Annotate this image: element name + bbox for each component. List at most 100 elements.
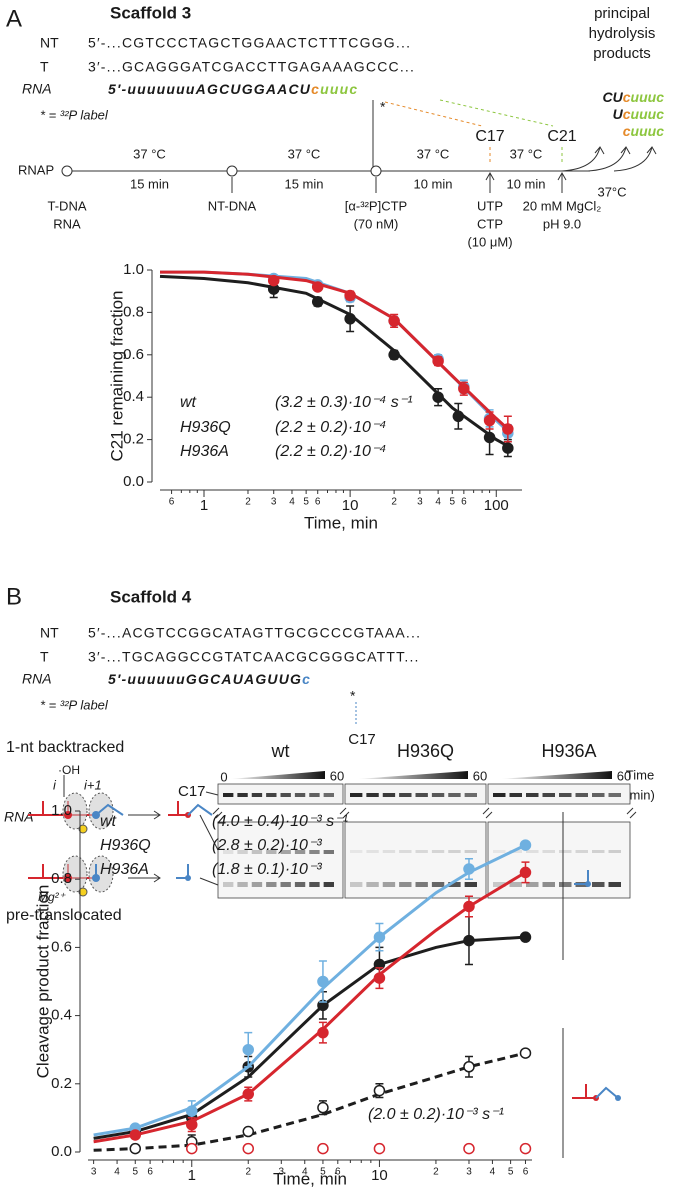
wedge-end: 60: [330, 768, 344, 783]
gel-band: [382, 850, 396, 853]
strand-label: NT: [40, 35, 59, 51]
addition: (70 nM): [354, 216, 399, 231]
break-mark: [212, 807, 223, 819]
gel-band: [251, 850, 263, 854]
legend-rate: (1.8 ± 0.1)·10⁻³: [212, 861, 322, 878]
data-point: [242, 1043, 255, 1056]
gel-band: [309, 793, 320, 797]
gel-band: [431, 793, 445, 797]
gel-band: [251, 882, 263, 887]
gel-band: [559, 850, 572, 853]
gel-band: [266, 882, 277, 887]
product-part: U: [613, 106, 624, 122]
addition: T-DNA: [48, 198, 87, 213]
product-part: uuuc: [631, 106, 665, 122]
y-tick-label: 0.6: [123, 346, 144, 363]
data-point: [519, 866, 532, 879]
gel-band: [280, 793, 291, 797]
gel-band: [251, 793, 263, 797]
data-point: [186, 1105, 198, 1117]
oh-label: ·OH: [58, 763, 80, 777]
legend-name: wt: [180, 394, 197, 411]
gel-band: [464, 793, 477, 797]
product-part: uuuc: [631, 123, 665, 139]
gel-band: [464, 882, 477, 887]
gel-band: [542, 882, 555, 887]
addition: UTP: [477, 198, 503, 213]
gel-band: [493, 793, 506, 797]
break-mark: [482, 807, 493, 819]
addition: CTP: [477, 216, 503, 231]
rna-sequence: 5′-uuuuuuGGCAUAGUUGc: [108, 671, 311, 687]
scheme-label: 1-nt backtracked: [6, 739, 124, 756]
gel-band: [448, 793, 461, 797]
product-icon: [615, 1095, 621, 1101]
data-point: [311, 281, 324, 293]
gel-band: [464, 850, 477, 853]
sequence: 3′-...GCAGGGATCGACCTTGAGAAAGCCC...: [88, 59, 415, 75]
gel-band: [542, 793, 555, 797]
x-tick-label: 10: [371, 1167, 388, 1184]
legend-rate: (2.2 ± 0.2)·10⁻⁴: [275, 443, 386, 460]
data-point: [311, 296, 324, 308]
data-point: [129, 1142, 142, 1155]
step-temp: 37 °C: [288, 146, 321, 161]
lane-label: H936A: [541, 741, 596, 761]
gel-band: [382, 793, 396, 797]
scaffold-title: Scaffold 4: [110, 587, 192, 606]
gel-band: [542, 850, 555, 853]
rna-part: 5′-uuuuuuuAGCUGGAACU: [108, 81, 311, 97]
lane-label: wt: [271, 741, 290, 761]
addition: (10 μM): [467, 234, 512, 249]
gel-band: [448, 850, 461, 853]
data-point: [317, 1142, 329, 1155]
step-time: 10 min: [506, 176, 545, 191]
strand-label: RNA: [22, 671, 52, 687]
gel-band: [382, 882, 396, 887]
gel-band: [448, 882, 461, 887]
gel-band: [280, 850, 291, 854]
data-point: [458, 382, 470, 395]
timeline-node: [226, 165, 238, 177]
data-point: [317, 1101, 329, 1114]
strand-label: NT: [40, 625, 59, 641]
data-point: [483, 431, 496, 444]
gel-band: [526, 882, 539, 887]
wedge: [357, 771, 468, 779]
product-part: c: [623, 89, 631, 105]
gel-band: [223, 793, 234, 797]
gel-band: [366, 882, 379, 887]
panel-label: A: [6, 5, 22, 32]
fit-curve: [93, 1051, 526, 1152]
legend-rate: (2.0 ± 0.2)·10⁻³ s⁻¹: [368, 1106, 504, 1123]
x-tick-label: 6: [523, 1167, 529, 1178]
gel-band: [309, 882, 320, 887]
gel-band: [608, 793, 621, 797]
x-tick-label: 6: [169, 497, 175, 508]
c17-label: C17: [348, 731, 376, 748]
timeline-start: RNAP: [18, 162, 54, 177]
legend-rate: (2.2 ± 0.2)·10⁻⁴: [275, 419, 386, 436]
y-tick-label: 1.0: [123, 261, 144, 278]
wedge-end: 60: [617, 768, 631, 783]
data-point: [373, 972, 386, 984]
i-label: i: [53, 777, 57, 792]
y-tick-label: 0.6: [51, 938, 72, 955]
c17-label: C17: [475, 128, 504, 145]
x-tick-label: 3: [417, 497, 423, 508]
data-point: [452, 410, 465, 423]
gel-band: [223, 850, 234, 854]
sequence: 5′-...ACGTCCGGCATAGTTGCGCCCGTAAA...: [88, 625, 421, 641]
gel-band: [294, 793, 306, 797]
data-point: [267, 274, 280, 287]
gel-band: [323, 793, 334, 797]
x-tick-label: 1: [200, 497, 208, 514]
product: CUcuuuc: [603, 89, 665, 105]
scaffold-title: Scaffold 3: [110, 3, 191, 22]
x-tick-label: 100: [484, 497, 509, 514]
addition: 20 mM MgCl₂: [523, 198, 602, 213]
data-point: [463, 934, 475, 947]
y-axis-label: Cleavage product fraction: [33, 885, 52, 1079]
x-tick-label: 5: [449, 497, 455, 508]
gel-band: [350, 850, 363, 853]
